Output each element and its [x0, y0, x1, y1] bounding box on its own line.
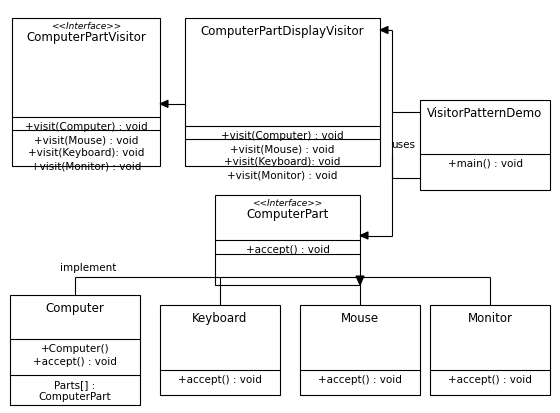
Text: uses: uses: [391, 140, 415, 150]
Text: +accept() : void: +accept() : void: [33, 357, 117, 367]
Text: Keyboard: Keyboard: [192, 312, 248, 325]
Bar: [300, 305, 420, 395]
Text: +accept() : void: +accept() : void: [318, 375, 402, 385]
Text: Parts[] :: Parts[] :: [54, 380, 96, 390]
Polygon shape: [356, 276, 364, 285]
Text: ComputerPartDisplayVisitor: ComputerPartDisplayVisitor: [200, 25, 365, 38]
Text: ComputerPartVisitor: ComputerPartVisitor: [26, 31, 146, 44]
Bar: [185, 18, 380, 166]
Text: +visit(Monitor) : void: +visit(Monitor) : void: [227, 170, 338, 180]
Text: +visit(Mouse) : void: +visit(Mouse) : void: [230, 144, 335, 154]
Text: +visit(Computer) : void: +visit(Computer) : void: [25, 122, 147, 132]
Text: +visit(Keyboard): void: +visit(Keyboard): void: [225, 157, 340, 167]
Text: +visit(Computer) : void: +visit(Computer) : void: [221, 131, 344, 141]
Polygon shape: [380, 26, 388, 33]
Text: Monitor: Monitor: [468, 312, 512, 325]
Bar: [12, 18, 160, 166]
Text: +visit(Keyboard): void: +visit(Keyboard): void: [28, 148, 144, 158]
Text: ComputerPart: ComputerPart: [246, 208, 329, 221]
Text: ComputerPart: ComputerPart: [39, 392, 111, 402]
Text: +accept() : void: +accept() : void: [448, 375, 532, 385]
Bar: [215, 195, 360, 285]
Text: VisitorPatternDemo: VisitorPatternDemo: [427, 107, 543, 120]
Text: Mouse: Mouse: [341, 312, 379, 325]
Text: +accept() : void: +accept() : void: [246, 245, 329, 255]
Text: +Computer(): +Computer(): [41, 344, 109, 354]
Bar: [420, 100, 550, 190]
Bar: [430, 305, 550, 395]
Text: +visit(Mouse) : void: +visit(Mouse) : void: [34, 135, 138, 145]
Text: +accept() : void: +accept() : void: [178, 375, 262, 385]
Text: implement: implement: [60, 263, 116, 273]
Text: <<Interface>>: <<Interface>>: [51, 22, 121, 31]
Polygon shape: [360, 232, 368, 239]
Text: Computer: Computer: [45, 302, 104, 315]
Bar: [160, 305, 280, 395]
Text: +main() : void: +main() : void: [447, 159, 522, 169]
Bar: [10, 295, 140, 405]
Polygon shape: [160, 100, 168, 107]
Text: <<Interface>>: <<Interface>>: [253, 199, 323, 208]
Text: +visit(Monitor) : void: +visit(Monitor) : void: [31, 161, 141, 171]
